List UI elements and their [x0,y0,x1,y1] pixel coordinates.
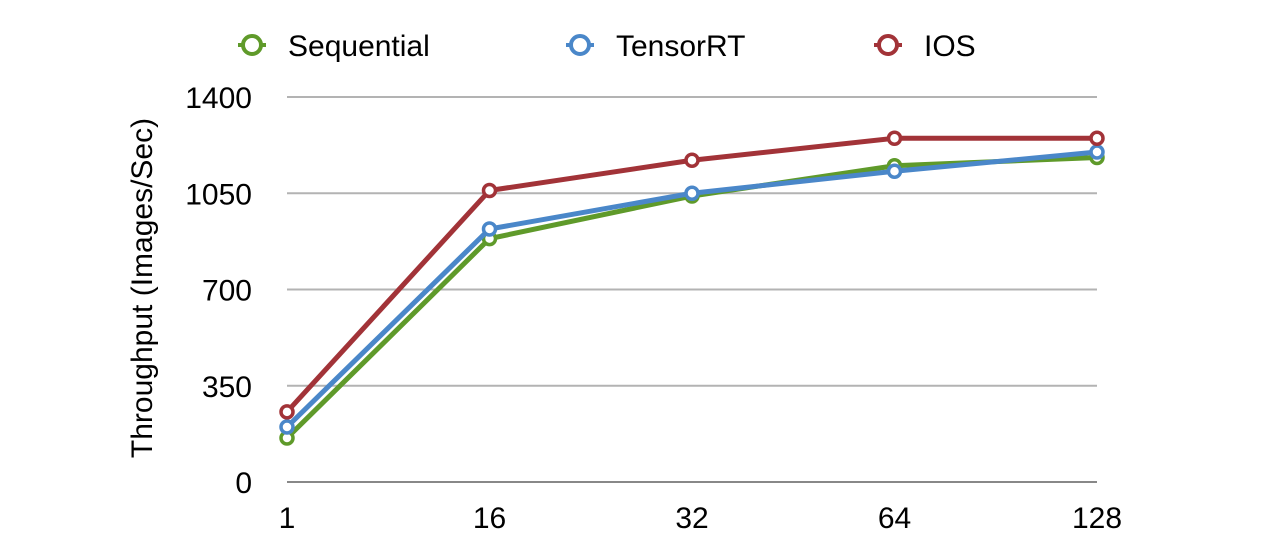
y-axis-title: Throughput (Images/Sec) [126,118,159,458]
data-point [684,152,700,168]
x-tick-label: 1 [279,502,296,535]
x-tick-label: 64 [878,502,911,535]
legend-label-ios: IOS [924,30,976,63]
legend-label-tensorrt: TensorRT [616,30,746,63]
x-axis-ticks: 1 16 32 64 128 [279,502,1122,535]
legend-label-sequential: Sequential [288,30,430,63]
data-point [481,221,498,237]
data-point [886,163,903,179]
y-tick-label: 350 [202,371,252,404]
data-point [684,185,700,201]
data-point [1089,130,1105,146]
y-axis-ticks: 0 350 700 1050 1400 [185,82,252,500]
data-point [886,130,903,146]
series-line-ios [285,135,1097,414]
data-point [1089,144,1105,160]
x-tick-label: 32 [675,502,708,535]
y-tick-label: 1400 [185,82,252,115]
data-point [279,419,295,435]
data-point [279,404,295,420]
legend: Sequential TensorRT IOS [238,30,976,63]
legend-marker-ios [877,34,899,56]
y-tick-label: 1050 [185,178,252,211]
data-point [481,182,498,199]
legend-marker-tensorrt [569,34,591,56]
x-tick-label: 128 [1072,502,1122,535]
legend-marker-sequential [241,34,263,56]
series-lines [279,130,1105,446]
y-tick-label: 0 [235,467,252,500]
y-tick-label: 700 [202,275,252,308]
x-tick-label: 16 [473,502,506,535]
